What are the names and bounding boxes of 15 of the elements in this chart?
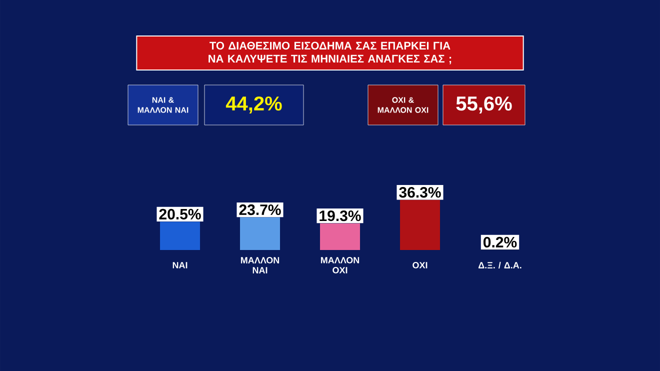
x-tick-label: Δ.Ξ. / Δ.Α. bbox=[478, 262, 522, 269]
x-tick-label: ΜΑΛΛΟΝ ΝΑΙ bbox=[240, 257, 280, 274]
text: ΝΑΙ & ΜΑΛΛΟΝ ΝΑΙ bbox=[138, 97, 188, 113]
data-label: 23.7% bbox=[239, 204, 281, 216]
data-label: 36.3% bbox=[399, 187, 441, 198]
text: ΟΧΙ & ΜΑΛΛΟΝ ΟΧΙ bbox=[378, 97, 428, 113]
data-label: 0.2% bbox=[484, 236, 517, 248]
data-label: 20.5% bbox=[159, 208, 201, 220]
x-tick-label: ΟΧΙ bbox=[412, 262, 428, 268]
x-tick-label: ΝΑΙ bbox=[172, 262, 188, 268]
text: 55,6% bbox=[456, 96, 512, 114]
x-tick-label: ΜΑΛΛΟΝ ΟΧΙ bbox=[320, 256, 360, 274]
text: 44,2% bbox=[226, 96, 282, 114]
data-label: 19.3% bbox=[320, 210, 361, 222]
chart-title: ΤΟ ΔΙΑΘΕΣΙΜΟ ΕΙΣΟΔΗΜΑ ΣΑΣ ΕΠΑΡΚΕΙ ΓΙΑ ΝΑ ΚΑΛΥΨΕΤΕ ΤΙΣ ΜΗΝΙΑΙΕΣ ΑΝΑΓΚΕΣ ΣΑΣ ; bbox=[208, 42, 452, 64]
